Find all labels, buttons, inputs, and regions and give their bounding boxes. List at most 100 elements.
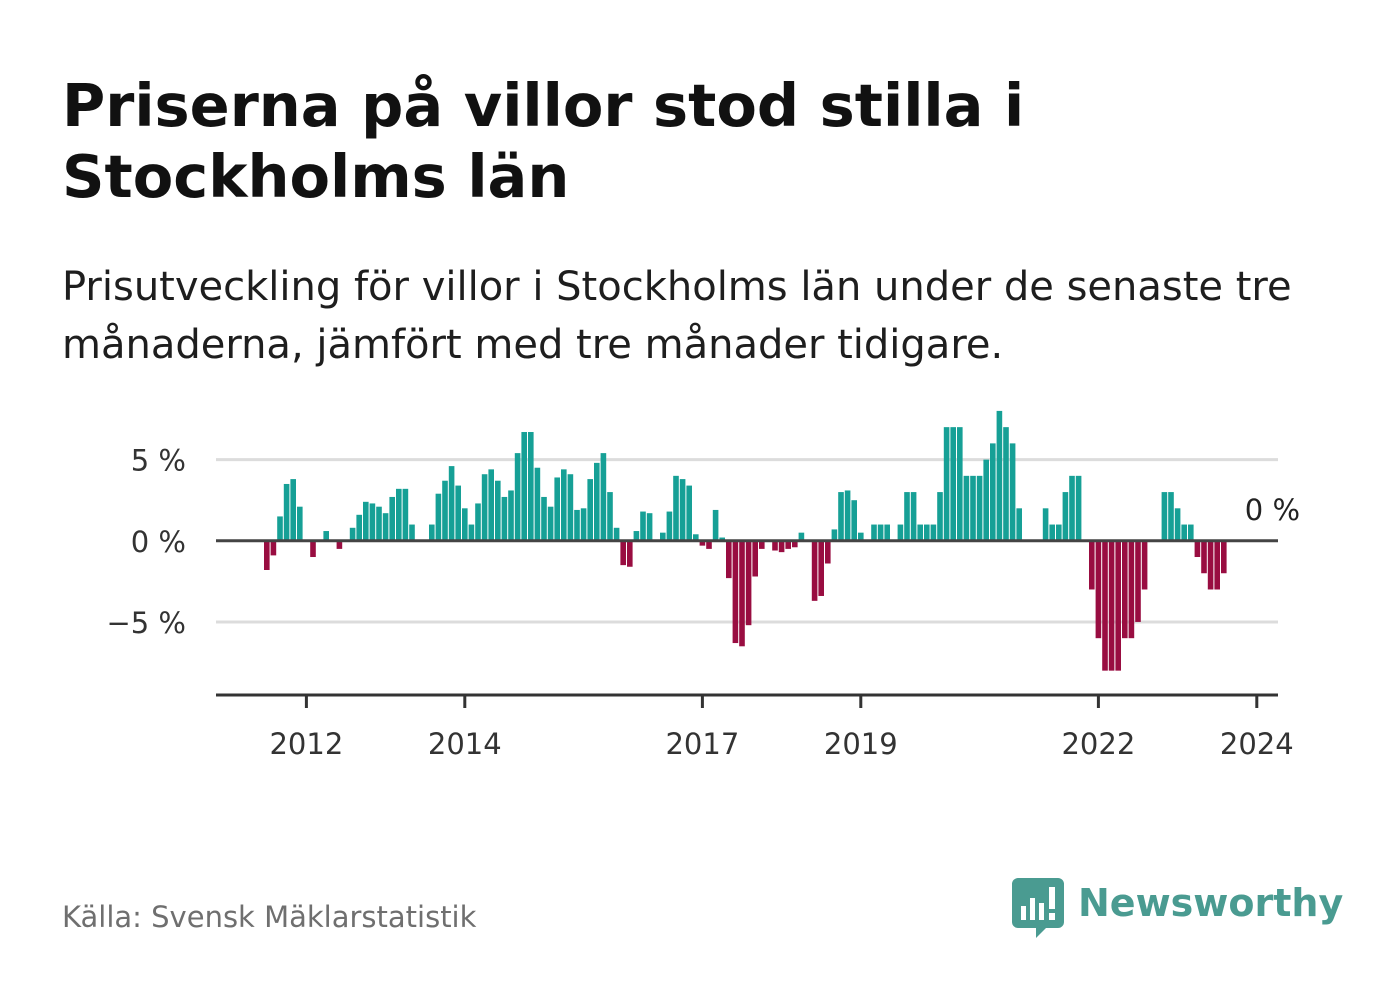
bar [970, 475, 976, 541]
bar [277, 516, 283, 541]
bar [1102, 540, 1108, 671]
bar [924, 524, 930, 541]
bar [363, 501, 369, 541]
bar [462, 508, 468, 541]
bar [633, 531, 640, 541]
bar [904, 492, 910, 541]
bar [990, 443, 996, 541]
bar [1095, 540, 1102, 639]
bar [1181, 524, 1187, 541]
bar [495, 480, 501, 541]
newsworthy-logo-icon [1012, 878, 1064, 938]
bar [1128, 540, 1135, 639]
bar [290, 479, 296, 541]
bar [739, 540, 745, 647]
bar [613, 527, 620, 541]
bar [1089, 540, 1095, 590]
bar [1009, 443, 1016, 541]
bar [937, 492, 943, 541]
bar [699, 540, 706, 546]
bar [1214, 540, 1220, 590]
bar [838, 492, 844, 541]
bar [1141, 540, 1148, 590]
bar [818, 540, 824, 596]
bar [1075, 475, 1082, 541]
bar [310, 540, 316, 558]
bar [475, 503, 481, 541]
bar [1062, 492, 1069, 541]
bar [1108, 540, 1115, 671]
bar [745, 540, 752, 626]
chart-title: Priserna på villor stod stilla i Stockho… [62, 71, 1025, 211]
bar [356, 514, 362, 541]
bar [323, 531, 329, 541]
bar [541, 496, 547, 541]
bar [389, 496, 395, 541]
bar [1042, 508, 1049, 541]
newsworthy-logo: Newsworthy [1012, 878, 1343, 940]
bar [264, 540, 270, 570]
bar [825, 540, 831, 564]
bar [409, 524, 415, 541]
bar [455, 485, 461, 541]
bar [686, 485, 692, 541]
bar [884, 524, 890, 541]
x-tick-label: 2017 [665, 727, 739, 761]
bar [283, 483, 290, 541]
bar [620, 540, 626, 566]
bar [983, 459, 989, 541]
bar [772, 540, 778, 551]
bar [666, 511, 673, 541]
bar [897, 524, 904, 541]
axes [216, 539, 1278, 708]
x-tick-label: 2014 [428, 727, 502, 761]
bar [910, 492, 917, 541]
bar [1049, 524, 1055, 541]
bar [963, 475, 970, 541]
bar [930, 524, 937, 541]
bar [719, 537, 725, 541]
bar [1194, 540, 1201, 558]
bar [646, 513, 653, 541]
bar [442, 480, 448, 541]
bar [844, 490, 851, 541]
bar [349, 527, 356, 541]
bar [468, 524, 475, 541]
bar [831, 529, 838, 541]
bar [1003, 427, 1009, 541]
bar [660, 532, 666, 541]
bar [297, 506, 303, 541]
bar [811, 540, 818, 601]
bar [785, 540, 791, 549]
x-tick-label: 2019 [824, 727, 898, 761]
bar [1221, 540, 1227, 574]
bar [448, 466, 455, 541]
y-tick-label: −5 % [106, 606, 186, 640]
bar [580, 508, 587, 541]
bar [574, 509, 580, 541]
bar [435, 493, 442, 541]
bar [1161, 492, 1168, 541]
bar [858, 532, 864, 541]
source-note: Källa: Svensk Mäklarstatistik [62, 900, 477, 934]
chart-subtitle: Prisutveckling för villor i Stockholms l… [62, 264, 1292, 368]
bar [798, 532, 805, 541]
bar [792, 540, 798, 548]
bar [943, 427, 950, 541]
bars [264, 410, 1227, 671]
bar [600, 453, 607, 541]
bar [673, 475, 679, 541]
brand-name: Newsworthy [1078, 881, 1344, 925]
x-tick-label: 2024 [1220, 727, 1294, 761]
y-tick-label: 5 % [131, 444, 186, 478]
bar [1201, 540, 1207, 574]
bar [429, 524, 435, 541]
bar [996, 410, 1003, 541]
bar [396, 488, 402, 541]
bar [594, 462, 600, 541]
bar [877, 524, 884, 541]
bar [402, 488, 409, 541]
bar [382, 513, 389, 541]
bar [640, 511, 646, 541]
